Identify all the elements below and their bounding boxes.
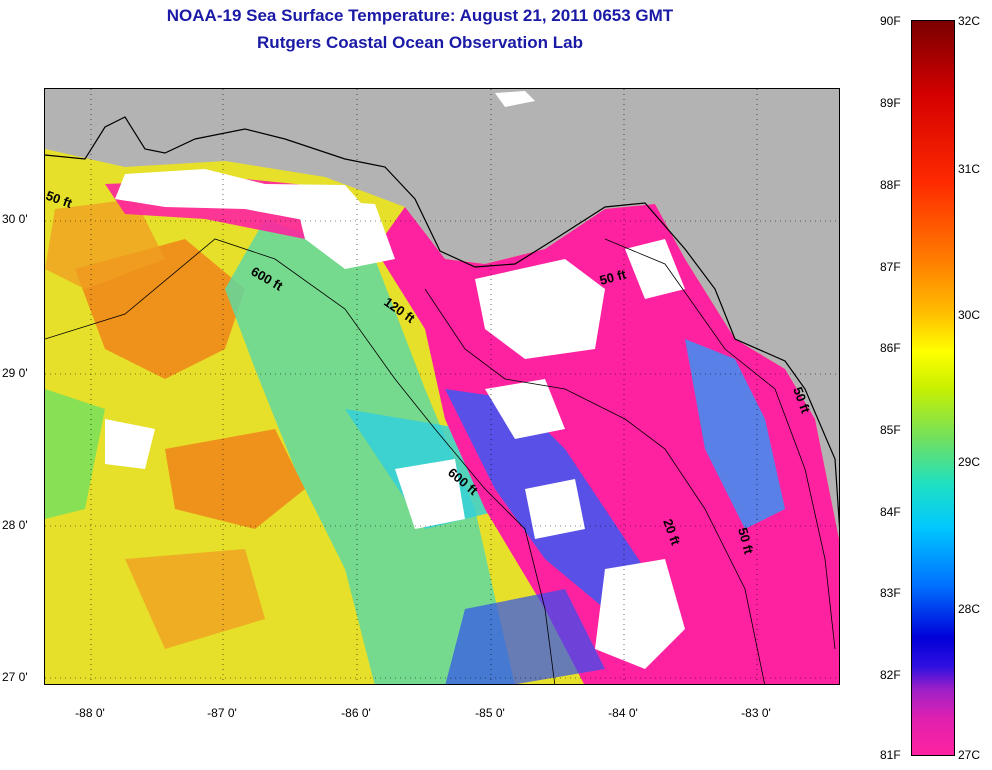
lat-label: 27 0' [2,670,28,684]
colorbar-f-label: 84F [880,505,901,519]
cool-band [685,339,785,529]
temperature-colorbar [911,20,955,756]
contour-label: 50 ft [598,266,628,288]
transition-band [225,219,515,684]
cool-band [445,589,605,684]
colorbar-f-label: 90F [880,14,901,28]
colorbar-c-label: 27C [958,748,981,762]
colorbar-c-label: 28C [958,602,981,616]
colorbar-f-label: 88F [880,178,901,192]
colorbar-f-label: 89F [880,96,901,110]
map-subtitle: Rutgers Coastal Ocean Observation Lab [257,33,583,52]
warm-patch [165,429,305,529]
lon-label: -85 0' [475,706,505,720]
cloud [475,259,605,359]
colorbar-c-label: 30C [958,308,981,322]
warm-patch [45,199,165,289]
colorbar-f-label: 85F [880,423,901,437]
map-title: NOAA-19 Sea Surface Temperature: August … [166,6,674,25]
warm-patch [125,549,265,649]
contour-600ft [45,238,556,684]
colorbar-c-label: 29C [958,455,981,469]
lat-label: 28 0' [2,518,28,532]
lon-label: -88 0' [75,706,105,720]
lat-label: 30 0' [2,212,28,226]
coastline [45,116,839,529]
colorbar-c-label: 32C [958,14,981,28]
cloud [525,479,585,539]
colorbar-f-label: 83F [880,586,901,600]
lon-label: -87 0' [207,706,237,720]
lon-label: -86 0' [341,706,371,720]
colorbar-f-label: 86F [880,341,901,355]
cloud [295,199,395,269]
cloud [595,559,685,669]
sst-map-canvas: 50 ft 600 ft 120 ft 50 ft 600 ft 20 ft 5… [45,89,839,684]
sst-map: 50 ft 600 ft 120 ft 50 ft 600 ft 20 ft 5… [44,88,840,685]
cloud [105,419,155,469]
colorbar-f-label: 87F [880,260,901,274]
cloud [485,379,565,439]
cloud [495,91,535,107]
lon-label: -83 0' [741,706,771,720]
colorbar-c-label: 31C [958,162,981,176]
transition-band [45,389,105,519]
contour-120ft [424,288,765,684]
contour-label: 50 ft [735,526,757,556]
cloud [395,459,465,529]
colorbar-f-label: 82F [880,668,901,682]
lon-label: -84 0' [608,706,638,720]
colorbar-f-label: 81F [880,748,901,762]
lat-label: 29 0' [2,366,28,380]
contour-50ft [604,238,836,650]
